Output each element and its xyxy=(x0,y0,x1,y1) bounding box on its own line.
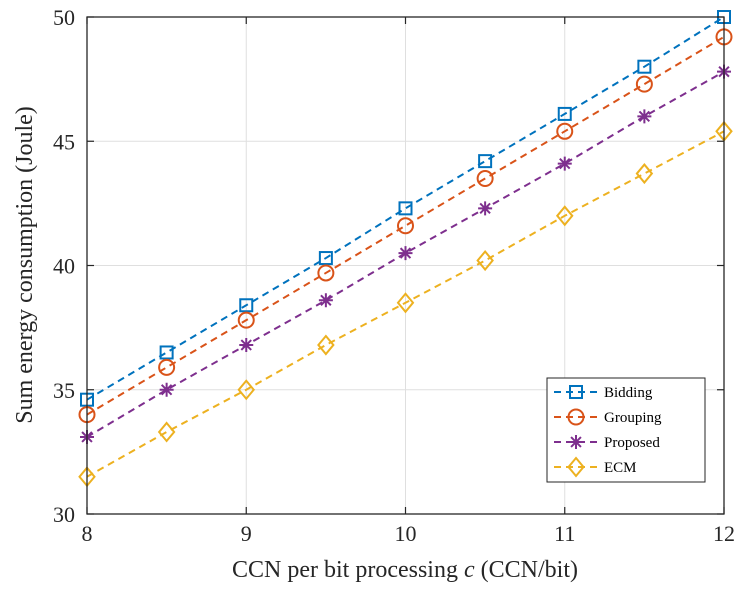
data-point-grouping xyxy=(556,122,574,140)
y-tick-label: 40 xyxy=(53,254,75,279)
data-point-proposed xyxy=(318,293,333,308)
data-point-ecm xyxy=(237,379,256,401)
legend-box xyxy=(546,377,706,483)
legend-item-bidding: Bidding xyxy=(554,385,653,401)
data-point-proposed xyxy=(239,338,254,353)
data-point-bidding xyxy=(398,201,413,216)
x-tick-label: 10 xyxy=(395,521,417,546)
data-point-ecm xyxy=(635,162,654,185)
data-point-ecm xyxy=(396,292,415,314)
data-point-grouping xyxy=(397,217,414,235)
x-tick-label: 12 xyxy=(713,521,735,546)
series-line-proposed xyxy=(86,70,725,438)
series-line-ecm xyxy=(86,130,725,478)
series-layer xyxy=(78,10,733,488)
data-point-grouping xyxy=(317,264,335,282)
y-axis-title: Sum energy consumption (Joule) xyxy=(12,106,38,424)
data-point-proposed xyxy=(557,156,572,171)
x-tick-label: 11 xyxy=(554,521,575,546)
legend-marker-grouping xyxy=(567,408,585,426)
data-point-ecm xyxy=(476,249,494,272)
series-line-grouping xyxy=(86,36,725,416)
data-point-bidding xyxy=(318,251,333,266)
x-tick-label: 9 xyxy=(241,521,252,546)
legend-label-proposed: Proposed xyxy=(604,435,660,451)
data-point-ecm xyxy=(157,421,176,443)
data-point-bidding xyxy=(239,298,254,313)
data-point-proposed xyxy=(478,201,493,216)
data-point-grouping xyxy=(237,311,255,329)
legend-item-ecm: ECM xyxy=(554,456,637,478)
legend-marker-proposed xyxy=(569,435,583,449)
legend-label-grouping: Grouping xyxy=(604,410,662,426)
legend-marker-bidding xyxy=(569,385,583,399)
data-point-grouping xyxy=(476,170,494,188)
data-point-bidding xyxy=(637,59,652,74)
legend: Bidding Grouping Proposed ECM xyxy=(546,377,706,483)
x-axis-title: CCN per bit processing c (CCN/bit) xyxy=(232,557,578,583)
legend-label-bidding: Bidding xyxy=(604,385,653,401)
data-point-ecm xyxy=(555,205,574,227)
legend-item-grouping: Grouping xyxy=(554,408,662,426)
data-point-proposed xyxy=(398,246,413,261)
y-tick-label: 35 xyxy=(53,378,75,403)
data-point-grouping xyxy=(158,358,176,376)
data-point-bidding xyxy=(159,345,174,360)
legend-marker-ecm xyxy=(567,456,585,478)
data-point-proposed xyxy=(159,382,174,397)
series-line-bidding xyxy=(86,16,725,401)
ticks: 8 9 10 11 12 30 35 40 45 50 xyxy=(53,5,735,546)
data-point-proposed xyxy=(637,109,652,124)
y-tick-label: 30 xyxy=(53,502,75,527)
legend-label-ecm: ECM xyxy=(604,460,637,476)
legend-item-proposed: Proposed xyxy=(554,435,660,451)
series-bidding xyxy=(80,10,731,407)
data-point-grouping xyxy=(635,75,653,93)
y-tick-label: 45 xyxy=(53,129,75,154)
data-point-bidding xyxy=(557,106,572,121)
x-tick-label: 8 xyxy=(82,521,93,546)
data-point-bidding xyxy=(478,154,493,169)
data-point-ecm xyxy=(317,334,335,356)
y-tick-label: 50 xyxy=(53,5,75,30)
